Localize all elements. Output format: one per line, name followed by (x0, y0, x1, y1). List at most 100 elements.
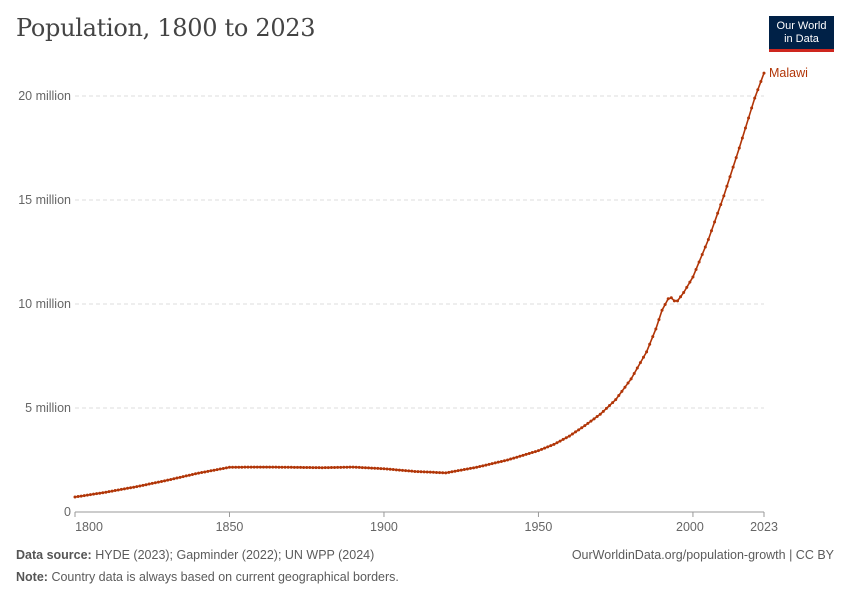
data-point (759, 79, 763, 83)
data-point (227, 465, 231, 469)
data-point (370, 466, 374, 470)
data-point (190, 473, 194, 477)
credit-link[interactable]: OurWorldinData.org/population-growth | C… (571, 548, 834, 562)
data-point (261, 465, 265, 469)
data-point (175, 476, 179, 480)
data-point (320, 466, 324, 470)
data-point (589, 419, 593, 423)
data-point (441, 471, 445, 475)
logo-line-2: in Data (784, 33, 819, 45)
data-point (147, 482, 151, 486)
data-point (453, 469, 457, 473)
data-point (342, 465, 346, 469)
data-point (255, 465, 259, 469)
data-point (682, 291, 686, 295)
data-point (360, 466, 364, 470)
data-point (416, 470, 420, 474)
note: Note: Country data is always based on cu… (16, 570, 399, 584)
x-tick-label: 1850 (216, 520, 244, 534)
data-point (79, 494, 83, 498)
data-point (700, 253, 704, 256)
data-point (583, 424, 587, 428)
data-point (450, 470, 454, 474)
data-point (98, 491, 102, 495)
owid-logo[interactable]: Our World in Data (769, 16, 834, 52)
data-point (431, 470, 435, 474)
data-point (119, 487, 123, 491)
data-source-text[interactable]: HYDE (2023); Gapminder (2022); UN WPP (2… (95, 548, 375, 562)
data-point (169, 477, 173, 481)
data-point (629, 377, 633, 381)
data-point (558, 439, 562, 443)
data-point (104, 490, 108, 494)
data-point (598, 412, 602, 416)
data-point (762, 71, 766, 75)
y-tick-label: 10 million (18, 297, 71, 311)
data-point (669, 296, 673, 300)
data-source: Data source: HYDE (2023); Gapminder (202… (16, 548, 374, 562)
data-point (468, 466, 472, 470)
data-point (679, 295, 683, 299)
chart-title: Population, 1800 to 2023 (16, 14, 316, 42)
data-point (561, 437, 565, 441)
data-point (484, 463, 488, 467)
data-point (617, 394, 621, 398)
data-point (292, 465, 296, 469)
data-point (231, 465, 235, 469)
data-point (552, 442, 556, 446)
data-point (299, 465, 303, 469)
data-point (750, 106, 754, 110)
data-point (506, 458, 510, 462)
data-point (753, 96, 757, 100)
data-point (252, 465, 256, 469)
data-point (249, 465, 253, 469)
data-point (379, 467, 383, 471)
data-point (595, 415, 599, 419)
data-point (734, 156, 738, 160)
data-point (200, 471, 204, 475)
data-point (635, 366, 639, 370)
data-point (601, 409, 605, 413)
data-point (274, 465, 278, 469)
data-point (481, 464, 485, 468)
data-point (354, 465, 358, 469)
data-point (515, 455, 519, 459)
data-point (413, 469, 417, 473)
data-point (657, 318, 661, 322)
data-point (580, 426, 584, 430)
data-point (688, 280, 692, 284)
data-point (642, 355, 645, 359)
data-point (459, 468, 463, 472)
data-point (376, 466, 380, 470)
x-tick-label: 2023 (750, 520, 778, 534)
data-point (76, 495, 80, 499)
data-point (524, 452, 528, 456)
data-point (608, 404, 612, 407)
data-point (333, 465, 337, 469)
data-point (218, 467, 222, 471)
data-point (487, 462, 491, 466)
data-point (156, 480, 160, 484)
x-tick-label: 1950 (525, 520, 553, 534)
data-point (265, 465, 269, 469)
data-point (706, 238, 710, 242)
data-point (339, 465, 343, 469)
data-point (150, 481, 154, 485)
data-point (645, 350, 649, 354)
data-point (289, 465, 293, 469)
data-point (404, 469, 408, 473)
data-point (530, 451, 534, 455)
data-point (604, 406, 608, 410)
data-point (540, 447, 544, 451)
data-point (546, 445, 550, 449)
data-point (141, 483, 145, 487)
data-point (73, 495, 77, 499)
data-point (410, 469, 414, 473)
data-point (428, 470, 432, 474)
data-point (206, 469, 210, 473)
data-point (240, 465, 244, 469)
data-point (434, 470, 438, 474)
data-point (385, 467, 389, 471)
data-point (632, 371, 636, 375)
data-point (444, 471, 448, 475)
